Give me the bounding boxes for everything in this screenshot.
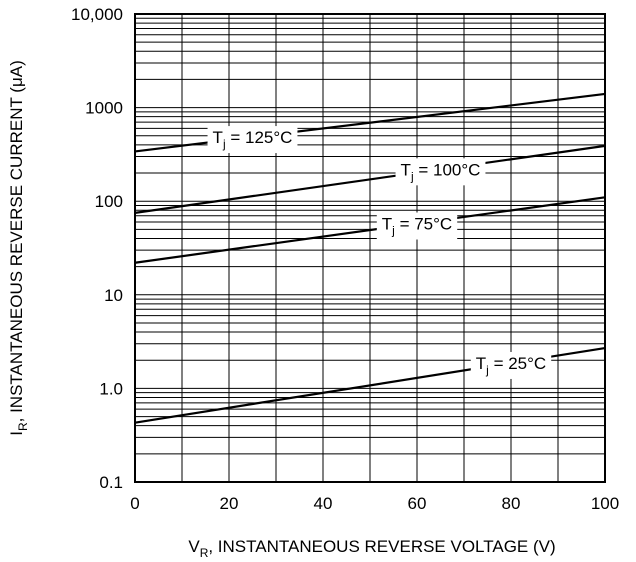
y-tick-label: 10 [104, 286, 123, 305]
series-label-text: Tj = 100°C [401, 160, 481, 183]
series-label-subscript: j [485, 363, 489, 377]
series-label-value: = 75°C [395, 214, 452, 233]
x-axis-title-subscript: R [200, 546, 209, 560]
y-tick-label: 0.1 [99, 473, 123, 492]
x-axis-title-symbol: V [188, 537, 200, 556]
y-axis-title-text: , INSTANTANEOUS REVERSE CURRENT (μA) [7, 60, 26, 422]
series-label-value: = 25°C [489, 354, 546, 373]
y-tick-label: 1.0 [99, 379, 123, 398]
x-tick-label: 40 [314, 494, 333, 513]
series-label-background [395, 158, 486, 186]
x-tick-label: 0 [130, 494, 139, 513]
series-label-symbol: T [401, 160, 411, 179]
series-label-subscript: j [391, 223, 395, 237]
y-axis-title: IR, INSTANTANEOUS REVERSE CURRENT (μA) [7, 60, 30, 436]
series-label-text: Tj = 125°C [213, 128, 293, 151]
series-label-value: = 125°C [226, 128, 293, 147]
series-label-4: Tj = 25°C [470, 351, 552, 379]
series-line-3 [134, 196, 606, 264]
series-label-2: Tj = 100°C [395, 158, 486, 186]
series-label-text: Tj = 25°C [476, 354, 546, 377]
series-label-symbol: T [382, 214, 392, 233]
x-tick-label: 20 [220, 494, 239, 513]
series-label-text: Tj = 75°C [382, 214, 452, 237]
series-labels: Tj = 125°CTj = 100°CTj = 75°CTj = 25°C [207, 126, 552, 379]
series-label-background [207, 126, 298, 154]
plot-frame [134, 13, 606, 483]
x-tick-label: 100 [591, 494, 619, 513]
x-tick-label: 80 [502, 494, 521, 513]
y-tick-label: 10,000 [71, 5, 123, 24]
series-label-1: Tj = 125°C [207, 126, 298, 154]
series-label-subscript: j [222, 137, 226, 151]
y-tick-labels: 0.1 1.0 10 100 1000 10,000 [71, 5, 123, 492]
y-tick-label: 1000 [85, 99, 123, 118]
series-label-value: = 100°C [414, 160, 481, 179]
x-axis-title: VR, INSTANTANEOUS REVERSE VOLTAGE (V) [188, 537, 555, 560]
x-tick-labels: 0 20 40 60 80 100 [130, 494, 619, 513]
y-tick-label: 100 [95, 192, 123, 211]
series-label-subscript: j [410, 169, 414, 183]
x-tick-label: 60 [408, 494, 427, 513]
series-label-symbol: T [213, 128, 223, 147]
y-axis-title-symbol: I [7, 431, 26, 436]
series-label-background [376, 212, 458, 240]
series-label-3: Tj = 75°C [376, 212, 458, 240]
x-axis-title-text: , INSTANTANEOUS REVERSE VOLTAGE (V) [208, 537, 555, 556]
series-label-symbol: T [476, 354, 486, 373]
series-label-background [470, 351, 552, 379]
series-line-2 [134, 144, 606, 214]
y-axis-title-subscript: R [16, 422, 30, 431]
